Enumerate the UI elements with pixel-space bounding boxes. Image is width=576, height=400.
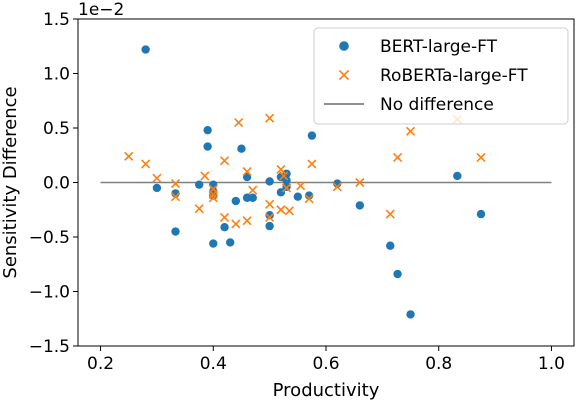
data-point-x	[279, 171, 289, 181]
data-point-x	[242, 167, 252, 177]
legend: BERT-large-FT RoBERTa-large-FT No differen…	[313, 27, 569, 125]
y-axis-label: Sensitivity Difference	[0, 86, 21, 278]
data-point-circle	[220, 222, 229, 232]
series-1	[124, 113, 486, 229]
data-point-circle	[248, 193, 257, 202]
plot-area	[100, 45, 552, 319]
data-point-x	[231, 219, 241, 229]
data-point-circle	[152, 183, 162, 193]
x-tick-label: 0.4	[200, 354, 227, 374]
data-point-x	[393, 152, 403, 162]
data-point-circle	[209, 239, 218, 248]
data-point-circle	[203, 142, 212, 151]
legend-marker-circle	[339, 41, 349, 51]
data-point-circle	[194, 180, 204, 189]
data-point-x	[405, 126, 416, 136]
data-point-circle	[225, 238, 235, 247]
legend-label: RoBERTa-large-FT	[380, 66, 528, 86]
data-point-x	[265, 199, 275, 209]
data-point-x	[265, 113, 275, 123]
y-tick-label: −0.5	[29, 228, 70, 248]
data-point-circle	[406, 310, 415, 319]
data-point-x	[248, 185, 258, 195]
legend-item: No difference	[324, 95, 494, 115]
data-point-x	[304, 194, 314, 204]
y-axis-scale-offset: 1e−2	[78, 0, 124, 20]
data-point-x	[332, 182, 342, 192]
legend-item: RoBERTa-large-FT	[338, 66, 528, 86]
data-point-circle	[265, 221, 274, 231]
legend-item: BERT-large-FT	[339, 37, 498, 57]
x-tick-label: 0.6	[312, 354, 339, 374]
data-point-x	[170, 179, 181, 189]
data-point-circle	[171, 227, 180, 236]
data-point-x	[242, 216, 252, 226]
data-point-x	[281, 183, 292, 193]
data-point-x	[296, 181, 306, 191]
data-point-x	[476, 152, 486, 162]
data-point-circle	[231, 196, 241, 206]
data-point-circle	[242, 172, 252, 182]
data-point-circle	[476, 209, 486, 219]
legend-marker-x	[338, 69, 350, 81]
data-point-x	[265, 212, 275, 222]
data-point-circle	[237, 144, 246, 153]
data-point-circle	[276, 188, 286, 197]
data-point-x	[200, 171, 210, 181]
data-point-circle	[293, 192, 303, 201]
data-point-circle	[203, 125, 212, 135]
data-point-x	[355, 177, 365, 188]
legend-frame	[313, 27, 569, 125]
data-point-x	[194, 204, 204, 214]
y-tick-label: 0.0	[43, 174, 70, 194]
y-tick-label: 1.0	[43, 65, 70, 85]
legend-label: No difference	[380, 95, 494, 115]
data-point-circle	[453, 171, 462, 181]
y-tick-label: −1.5	[29, 337, 70, 357]
data-point-circle	[265, 177, 274, 186]
data-point-circle	[386, 241, 395, 250]
data-point-x	[208, 184, 218, 194]
y-tick-label: 1.5	[43, 10, 70, 30]
data-point-x	[276, 205, 286, 215]
data-point-circle	[355, 201, 365, 210]
data-point-x	[234, 117, 244, 128]
data-point-x	[219, 212, 230, 222]
x-axis-label: Productivity	[273, 380, 380, 400]
data-point-x	[276, 164, 286, 174]
data-point-x	[170, 192, 181, 202]
data-point-circle	[141, 45, 150, 54]
data-point-x	[124, 151, 134, 161]
data-point-x	[385, 209, 395, 219]
data-point-circle	[265, 211, 274, 220]
data-point-circle	[282, 176, 291, 185]
data-point-x	[284, 206, 294, 216]
ticks: 0.2 0.4 0.6 0.8 1.0 −1.5 −1.0 −0.5 0.0 0.5 1.0 1.5	[29, 10, 565, 374]
data-point-circle	[393, 269, 402, 279]
data-point-x	[219, 156, 230, 166]
data-point-x	[152, 173, 162, 183]
y-tick-label: −1.0	[29, 283, 70, 303]
data-point-x	[307, 159, 317, 169]
x-tick-label: 0.8	[425, 354, 452, 374]
data-point-circle	[307, 131, 317, 140]
x-tick-label: 1.0	[538, 354, 565, 374]
y-tick-label: 0.5	[43, 119, 70, 139]
data-point-x	[141, 159, 151, 169]
x-tick-label: 0.2	[87, 354, 114, 374]
legend-label: BERT-large-FT	[380, 37, 498, 57]
data-point-x	[208, 193, 218, 203]
